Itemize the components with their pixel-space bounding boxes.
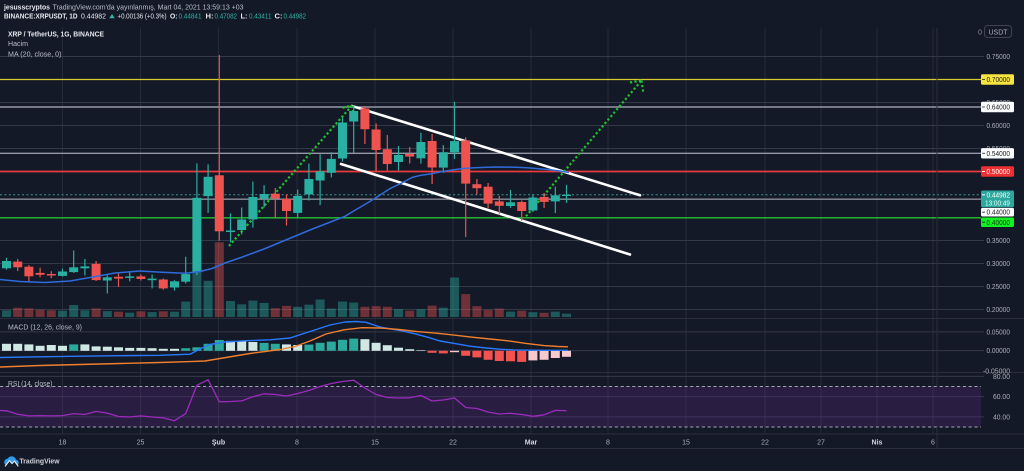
svg-text:TradingView: TradingView <box>20 457 60 466</box>
svg-text:TradingView.com'da yayınlanmış: TradingView.com'da yayınlanmış, Mart 04,… <box>53 5 244 12</box>
svg-text:Şub: Şub <box>212 440 225 447</box>
svg-text:XRP / TetherUS, 1G, BINANCE: XRP / TetherUS, 1G, BINANCE <box>8 31 104 38</box>
svg-text:0.75000: 0.75000 <box>987 54 1011 61</box>
svg-text:USDT: USDT <box>989 30 1009 37</box>
svg-text:15: 15 <box>682 440 690 447</box>
svg-text:O:: O: <box>170 14 178 21</box>
svg-text:0.44000: 0.44000 <box>987 210 1011 217</box>
svg-text:0.44982: 0.44982 <box>81 14 106 21</box>
svg-text:0.60000: 0.60000 <box>987 123 1011 130</box>
svg-text:MA (20, close, 0): MA (20, close, 0) <box>8 51 62 58</box>
svg-text:40.00: 40.00 <box>993 414 1010 421</box>
svg-text:Hacim: Hacim <box>8 41 28 48</box>
svg-text:jesusscryptos: jesusscryptos <box>3 5 50 12</box>
svg-text:0.43411: 0.43411 <box>249 14 272 21</box>
svg-text:0: 0 <box>978 30 982 37</box>
svg-text:H:: H: <box>206 14 214 21</box>
svg-text:15: 15 <box>371 440 379 447</box>
svg-text:13:00:49: 13:00:49 <box>985 200 1010 207</box>
svg-text:0.30000: 0.30000 <box>987 261 1011 268</box>
svg-text:0.40000: 0.40000 <box>987 220 1011 227</box>
svg-text:0.47082: 0.47082 <box>215 14 238 21</box>
svg-text:60.00: 60.00 <box>993 394 1010 401</box>
svg-text:0.00000: 0.00000 <box>987 348 1011 355</box>
svg-text:0.64000: 0.64000 <box>987 105 1011 112</box>
svg-text:L:: L: <box>241 14 248 21</box>
svg-text:C:: C: <box>275 14 283 21</box>
svg-text:0.50000: 0.50000 <box>987 169 1011 176</box>
svg-text:25: 25 <box>137 440 145 447</box>
svg-text:80.00: 80.00 <box>993 374 1010 381</box>
svg-text:8: 8 <box>606 440 610 447</box>
svg-text:0.44982: 0.44982 <box>284 14 307 21</box>
svg-text:Mar: Mar <box>525 440 538 447</box>
svg-text:18: 18 <box>59 440 67 447</box>
svg-text:BINANCE:XRPUSDT, 1D: BINANCE:XRPUSDT, 1D <box>4 14 78 21</box>
svg-text:8: 8 <box>295 440 299 447</box>
svg-text:-0.05000: -0.05000 <box>983 369 1010 376</box>
svg-text:MACD (12, 26, close, 9): MACD (12, 26, close, 9) <box>8 324 82 331</box>
svg-text:6: 6 <box>931 440 935 447</box>
svg-text:+0.00136 (+0.3%): +0.00136 (+0.3%) <box>118 14 167 21</box>
svg-text:Nis: Nis <box>872 440 883 447</box>
svg-text:0.25000: 0.25000 <box>987 284 1011 291</box>
svg-text:0.54000: 0.54000 <box>987 151 1011 158</box>
svg-text:0.44841: 0.44841 <box>179 14 202 21</box>
svg-text:27: 27 <box>817 440 825 447</box>
svg-text:0.35000: 0.35000 <box>987 238 1011 245</box>
svg-text:0.70000: 0.70000 <box>987 77 1011 84</box>
svg-text:22: 22 <box>761 440 769 447</box>
svg-text:0.05000: 0.05000 <box>987 329 1011 336</box>
svg-text:RSI (14, close): RSI (14, close) <box>8 381 53 388</box>
svg-text:0.44982: 0.44982 <box>987 193 1011 200</box>
svg-text:22: 22 <box>449 440 457 447</box>
svg-text:0.20000: 0.20000 <box>987 307 1011 314</box>
